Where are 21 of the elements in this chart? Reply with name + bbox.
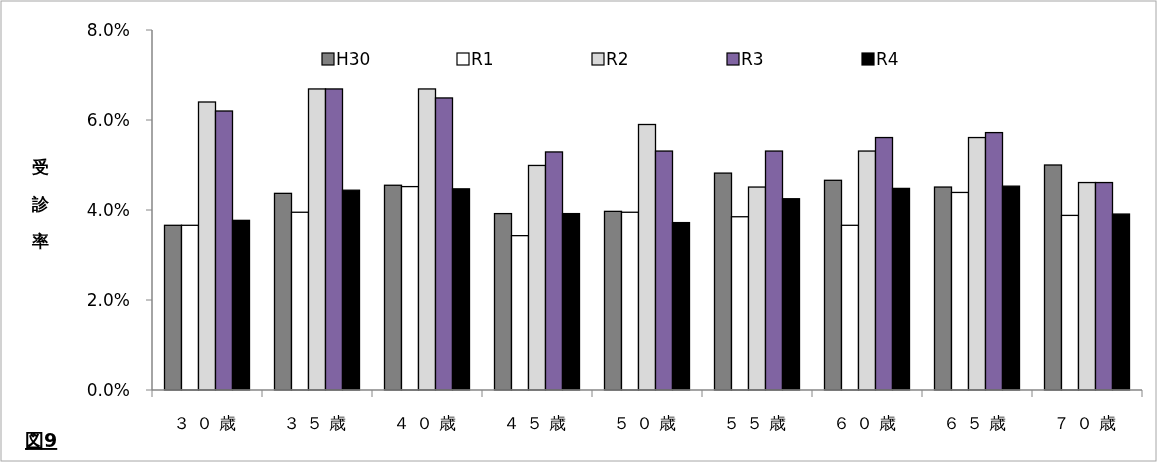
y-tick-label: 4.0% (86, 200, 130, 220)
x-tick-label: ４５歳 (502, 413, 572, 433)
x-tick-label: ６０歳 (832, 413, 902, 433)
x-tick-label: ５５歳 (722, 413, 792, 433)
y-tick-label: 6.0% (86, 110, 130, 130)
x-tick-label: ４０歳 (392, 413, 462, 433)
legend-label: R1 (471, 49, 494, 69)
x-tick-label: ５０歳 (612, 413, 682, 433)
legend-label: R2 (606, 49, 629, 69)
x-tick-label: ７０歳 (1052, 413, 1122, 433)
x-tick-label: ３０歳 (172, 413, 242, 433)
y-axis-title: 受診率 (30, 157, 50, 251)
caption: 図9 (25, 429, 58, 451)
legend-label: R4 (876, 49, 899, 69)
x-tick-label: ３５歳 (282, 413, 352, 433)
x-tick-label: ６５歳 (942, 413, 1012, 433)
legend-label: R3 (741, 49, 764, 69)
y-tick-label: 2.0% (86, 290, 130, 310)
legend-label: H30 (336, 49, 371, 69)
y-tick-label: 0.0% (86, 380, 130, 400)
y-tick-label: 8.0% (86, 20, 130, 40)
